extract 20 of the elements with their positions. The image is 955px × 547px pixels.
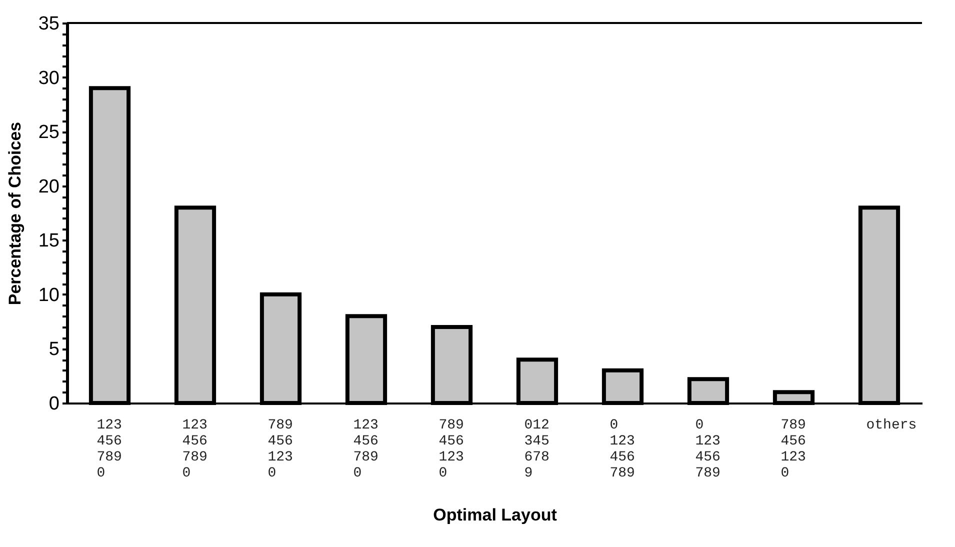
x-axis-title: Optimal Layout	[433, 506, 558, 524]
x-tick-label: 789 456 123 0	[780, 418, 806, 482]
x-tick-label: others	[866, 418, 917, 434]
y-tick-label: 0	[48, 394, 60, 414]
y-tick-label: 5	[48, 339, 60, 360]
x-tick-label: 012 345 678 9	[524, 418, 550, 482]
x-tick-label: 789 456 123 0	[438, 418, 464, 482]
y-tick-label: 20	[38, 176, 60, 198]
x-tick-label: 123 456 789 0	[353, 418, 378, 482]
y-axis-title: Percentage of Choices	[5, 122, 24, 306]
x-tick-label: 123 456 789 0	[182, 418, 208, 482]
y-tick-label: 15	[38, 230, 60, 252]
y-tick-label: 30	[38, 68, 60, 89]
y-tick-label: 10	[38, 284, 60, 306]
y-tick-label: 35	[38, 14, 60, 34]
x-tick-label: 789 456 123 0	[268, 418, 293, 482]
x-tick-label: 123 456 789 0	[96, 418, 122, 482]
x-tick-label: 0 123 456 789	[695, 418, 720, 482]
x-tick-label: 0 123 456 789	[610, 418, 635, 482]
y-tick-label: 25	[38, 122, 60, 144]
